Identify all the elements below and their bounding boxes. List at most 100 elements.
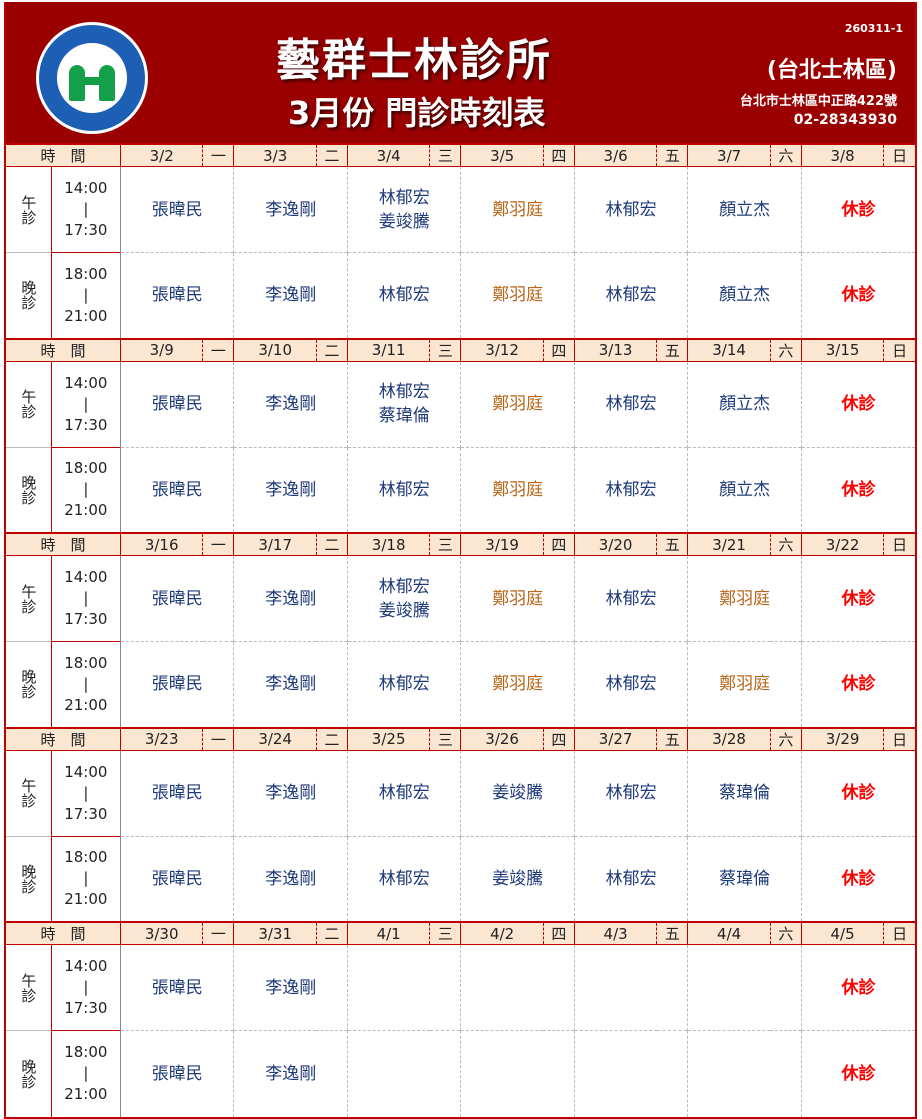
time-start: 14:00 (64, 762, 108, 781)
doctor-cell: 張暐民 (119, 641, 234, 728)
doctor-cell: 林郁宏 (573, 835, 688, 922)
doctor-name: 休診 (841, 285, 876, 306)
weekday-cell: 日 (883, 143, 915, 167)
weekday-cell: 三 (429, 337, 461, 362)
doctor-name: 李逸剛 (265, 783, 317, 803)
date-cell: 3/10 (233, 337, 317, 362)
doctor-cell (573, 1030, 688, 1117)
phone: 02-28343930 (793, 112, 897, 128)
schedule-subtitle: 3月份 門診時刻表 (288, 94, 546, 132)
doctor-cell: 林郁宏 (346, 835, 461, 922)
doctor-cell: 林郁宏 (346, 749, 461, 836)
doctor-cell: 鄭羽庭 (460, 446, 575, 533)
doctor-name: 李逸剛 (265, 394, 317, 414)
doctor-cell: 林郁宏 (573, 446, 688, 533)
doctor-name: 顏立杰 (719, 479, 771, 500)
date-cell: 4/3 (573, 921, 657, 945)
doctor-cell: 張暐民 (119, 555, 234, 642)
schedule-sheet: 藝群士林診所 3月份 門診時刻表 260311-1 (台北士林區) 台北市士林區… (4, 2, 917, 1119)
time-end: 17:30 (64, 804, 108, 823)
time-start: 18:00 (64, 848, 108, 867)
doctor-name: 鄭羽庭 (492, 588, 544, 609)
session-label: 晚診 (6, 252, 52, 339)
doctor-name: 鄭羽庭 (492, 199, 544, 220)
doctor-cell: 林郁宏 (573, 641, 688, 728)
weekday-cell: 一 (202, 337, 234, 362)
doctor-name: 張暐民 (151, 285, 203, 306)
doctor-name: 張暐民 (151, 394, 203, 414)
weekday-cell: 日 (883, 337, 915, 362)
weekday-cell: 六 (769, 532, 802, 556)
date-cell: 3/11 (346, 337, 430, 362)
doctor-name: 李逸剛 (265, 674, 317, 695)
doctor-name: 李逸剛 (265, 285, 317, 306)
doctor-cell: 李逸剛 (233, 555, 348, 642)
doctor-cell: 休診 (800, 944, 915, 1031)
doctor-name: 蔡瑋倫 (719, 868, 771, 889)
weekday-cell: 日 (883, 921, 915, 945)
doctor-name: 李逸剛 (265, 199, 317, 220)
doctor-cell: 休診 (800, 749, 915, 836)
session-label: 午診 (6, 944, 52, 1031)
doctor-cell: 林郁宏 (573, 749, 688, 836)
date-cell: 3/31 (233, 921, 317, 945)
doctor-cell: 林郁宏 (346, 446, 461, 533)
doctor-name: 姜竣騰 (492, 783, 544, 803)
time-end: 21:00 (64, 306, 108, 325)
doctor-name: 顏立杰 (719, 285, 771, 306)
weekday-cell: 六 (769, 337, 802, 362)
doctor-cell: 林郁宏 (573, 166, 688, 253)
doctor-cell: 鄭羽庭 (460, 555, 575, 642)
time-sep: | (83, 674, 89, 693)
date-cell: 3/19 (460, 532, 544, 556)
date-cell: 3/20 (573, 532, 657, 556)
evening-row: 晚診 18:00 | 21:00 張暐民 李逸剛 林郁宏 鄭羽庭 林郁宏 鄭羽庭 休診 (6, 641, 915, 728)
time-end: 21:00 (64, 695, 108, 714)
doctor-cell: 姜竣騰 (460, 835, 575, 922)
doctor-name: 林郁宏 (378, 783, 430, 803)
clinic-name: 藝群士林診所 (276, 35, 552, 86)
session-time: 18:00 | 21:00 (50, 835, 121, 922)
time-end: 21:00 (64, 1085, 108, 1104)
district: (台北士林區) (766, 58, 897, 83)
doctor-cell: 李逸剛 (233, 360, 348, 447)
doctor-name: 鄭羽庭 (492, 394, 544, 414)
doctor-name: 林郁宏 (605, 394, 657, 414)
weekday-cell: 四 (542, 726, 575, 751)
weekday-cell: 四 (542, 337, 575, 362)
time-end: 21:00 (64, 501, 108, 520)
date-cell: 3/12 (460, 337, 544, 362)
weekday-cell: 一 (202, 143, 234, 167)
doctor-cell: 李逸剛 (233, 166, 348, 253)
weekday-cell: 五 (656, 532, 688, 556)
doctor-cell: 李逸剛 (233, 835, 348, 922)
date-cell: 3/22 (800, 532, 884, 556)
time-header: 時 間 (6, 726, 121, 751)
doctor-cell: 休診 (800, 1030, 915, 1117)
doctor-name: 姜竣騰 (378, 211, 430, 232)
doctor-name: 蔡瑋倫 (378, 406, 430, 426)
time-sep: | (83, 1064, 89, 1083)
doctor-name: 林郁宏 (605, 868, 657, 889)
weekday-cell: 二 (315, 726, 348, 751)
week-header-row: 時 間 3/16 一 3/17 二 3/18 三 3/19 四 3/20 五 3/21 六 3/22 日 (6, 532, 915, 556)
doctor-cell (687, 944, 802, 1031)
doctor-cell: 姜竣騰 (460, 749, 575, 836)
time-sep: | (83, 394, 89, 413)
doctor-name: 鄭羽庭 (492, 285, 544, 306)
doctor-cell: 顏立杰 (687, 252, 802, 339)
doctor-name: 林郁宏 (605, 285, 657, 306)
doctor-name: 休診 (841, 199, 876, 220)
afternoon-row: 午診 14:00 | 17:30 張暐民 李逸剛 林郁宏 姜竣騰 鄭羽庭 林郁宏 顏立杰 休診 (6, 166, 915, 253)
doctor-name: 林郁宏 (605, 783, 657, 803)
time-start: 18:00 (64, 459, 108, 478)
time-start: 18:00 (64, 1043, 108, 1062)
doctor-name: 鄭羽庭 (719, 674, 771, 695)
weekday-cell: 五 (656, 143, 688, 167)
date-cell: 3/4 (346, 143, 430, 167)
weekday-cell: 二 (315, 532, 348, 556)
doctor-name: 林郁宏 (605, 479, 657, 500)
header-banner: 藝群士林診所 3月份 門診時刻表 260311-1 (台北士林區) 台北市士林區… (6, 2, 915, 143)
date-cell: 3/23 (119, 726, 203, 751)
doctor-name: 李逸剛 (265, 479, 317, 500)
